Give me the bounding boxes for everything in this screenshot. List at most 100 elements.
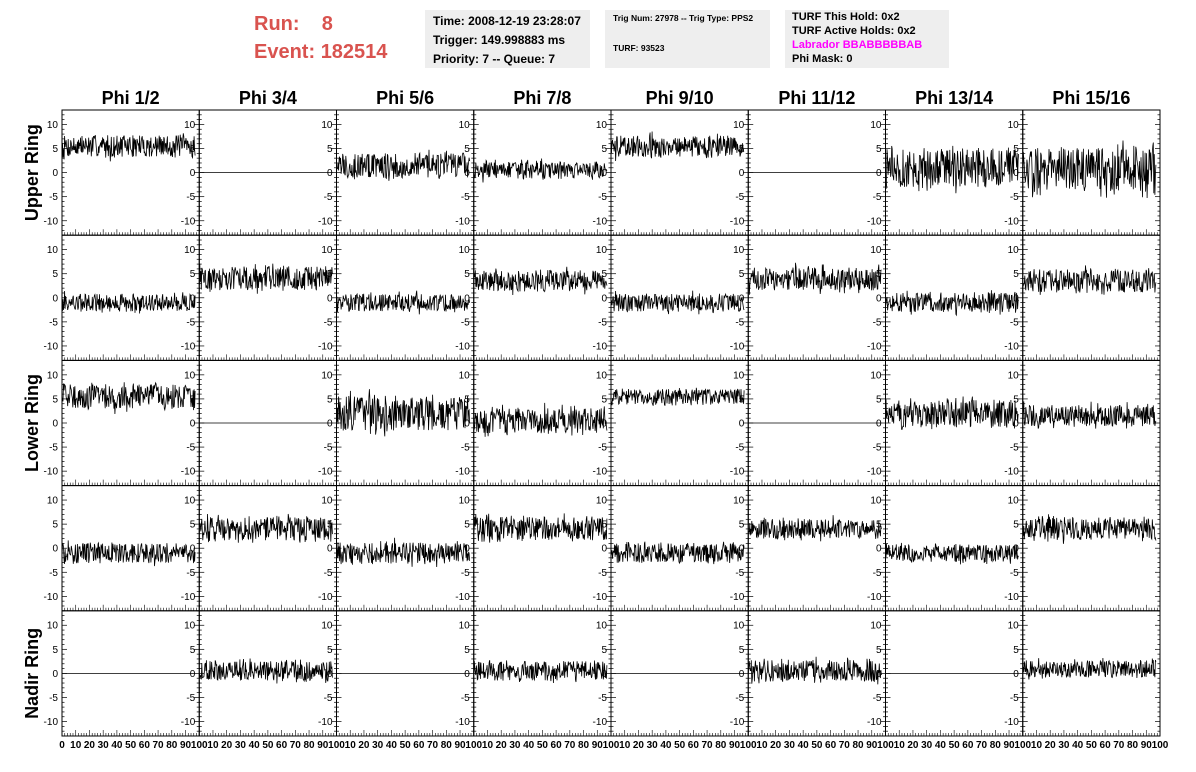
waveform-trace — [747, 262, 882, 295]
y-tick-label: -5 — [598, 317, 607, 328]
y-tick-label: -5 — [461, 568, 470, 579]
y-tick-label: 0 — [327, 419, 333, 430]
x-tick-label: 20 — [770, 740, 782, 751]
y-tick-label: 10 — [596, 370, 608, 381]
y-tick-label: -10 — [455, 341, 470, 352]
waveform-trace — [61, 540, 196, 567]
y-tick-label: 5 — [876, 645, 882, 656]
x-tick-label: 30 — [647, 740, 659, 751]
y-tick-label: -5 — [1010, 443, 1019, 454]
x-tick-label: 50 — [811, 740, 823, 751]
run-value: 8 — [321, 13, 333, 35]
waveform-trace — [473, 402, 608, 437]
y-tick-label: -5 — [873, 693, 882, 704]
y-tick-label: -10 — [455, 216, 470, 227]
x-tick-label: 100 — [740, 740, 757, 751]
y-tick-label: 10 — [459, 245, 471, 256]
x-tick-label: 90 — [729, 740, 741, 751]
y-tick-label: -5 — [1010, 317, 1019, 328]
y-tick-label: 0 — [327, 168, 333, 179]
y-tick-label: -5 — [1010, 568, 1019, 579]
trigger-text: Trigger: 149.998883 ms — [433, 33, 566, 47]
y-tick-label: 0 — [1013, 419, 1019, 430]
y-tick-label: -10 — [593, 717, 608, 728]
y-tick-label: -10 — [181, 592, 196, 603]
y-tick-label: -10 — [455, 592, 470, 603]
y-tick-label: 0 — [464, 293, 470, 304]
waveform-trace — [198, 263, 333, 294]
y-tick-label: -5 — [49, 317, 58, 328]
x-tick-label: 40 — [249, 740, 261, 751]
y-tick-label: -10 — [730, 341, 745, 352]
x-tick-label: 10 — [894, 740, 906, 751]
x-tick-label: 50 — [674, 740, 686, 751]
x-tick-label: 40 — [660, 740, 672, 751]
waveform-trace — [885, 145, 1019, 194]
waveform-trace — [336, 537, 470, 568]
y-tick-label: 5 — [464, 269, 470, 280]
y-tick-label: -5 — [1010, 192, 1019, 203]
y-tick-label: 10 — [47, 120, 59, 131]
y-tick-label: 5 — [190, 645, 196, 656]
y-tick-label: 5 — [52, 144, 58, 155]
y-tick-label: 0 — [190, 168, 196, 179]
turf-active-holds: TURF Active Holds: 0x2 — [792, 25, 916, 37]
x-tick-label: 80 — [303, 740, 315, 751]
y-tick-label: 10 — [733, 621, 745, 632]
plot-frame — [61, 109, 200, 236]
waveform-trace — [1022, 657, 1157, 680]
x-tick-label: 90 — [1141, 740, 1153, 751]
y-tick-label: 5 — [52, 394, 58, 405]
y-tick-label: -10 — [318, 341, 333, 352]
turf-hold-panel: TURF This Hold: 0x2 TURF Active Holds: 0… — [785, 10, 949, 68]
y-tick-label: -10 — [867, 341, 882, 352]
y-tick-label: 5 — [601, 520, 607, 531]
y-tick-label: 0 — [190, 293, 196, 304]
y-tick-label: -10 — [867, 717, 882, 728]
y-tick-label: 5 — [1013, 394, 1019, 405]
y-tick-label: 10 — [459, 621, 471, 632]
column-header: Phi 3/4 — [239, 88, 297, 108]
y-tick-label: 5 — [739, 144, 745, 155]
x-tick-label: 40 — [1072, 740, 1084, 751]
x-tick-label: 20 — [496, 740, 508, 751]
x-tick-label: 30 — [921, 740, 933, 751]
x-tick-label: 70 — [564, 740, 576, 751]
x-tick-label: 60 — [825, 740, 837, 751]
x-tick-label: 20 — [633, 740, 645, 751]
plot-frame — [473, 485, 612, 612]
y-tick-label: 0 — [1013, 293, 1019, 304]
y-tick-label: 0 — [876, 168, 882, 179]
x-tick-label: 100 — [191, 740, 208, 751]
y-tick-label: -5 — [1010, 693, 1019, 704]
x-tick-label: 100 — [1152, 740, 1169, 751]
plot-frame — [198, 234, 337, 361]
y-tick-label: -5 — [461, 693, 470, 704]
turf-this-hold: TURF This Hold: 0x2 — [792, 11, 900, 23]
phi-mask-text: Phi Mask: 0 — [792, 53, 853, 65]
y-tick-label: 5 — [876, 144, 882, 155]
x-tick-label: 90 — [317, 740, 329, 751]
x-tick-label: 30 — [372, 740, 384, 751]
y-tick-label: 0 — [190, 669, 196, 680]
y-tick-label: 0 — [876, 293, 882, 304]
y-tick-label: 5 — [464, 645, 470, 656]
column-header: Phi 7/8 — [513, 88, 571, 108]
y-tick-label: 0 — [601, 669, 607, 680]
y-tick-label: 5 — [52, 645, 58, 656]
waveform-trace — [336, 149, 470, 181]
y-tick-label: -10 — [44, 717, 59, 728]
y-tick-label: 0 — [327, 544, 333, 555]
x-tick-label: 60 — [413, 740, 425, 751]
y-tick-label: -10 — [867, 592, 882, 603]
plot-frame — [885, 234, 1024, 361]
y-tick-label: 10 — [1008, 496, 1020, 507]
x-tick-label: 40 — [798, 740, 810, 751]
y-tick-label: -5 — [735, 693, 744, 704]
waveform-trace — [61, 381, 196, 415]
y-tick-label: -5 — [324, 568, 333, 579]
waveform-trace — [610, 290, 745, 315]
x-tick-label: 60 — [962, 740, 974, 751]
waveform-trace — [885, 542, 1019, 565]
